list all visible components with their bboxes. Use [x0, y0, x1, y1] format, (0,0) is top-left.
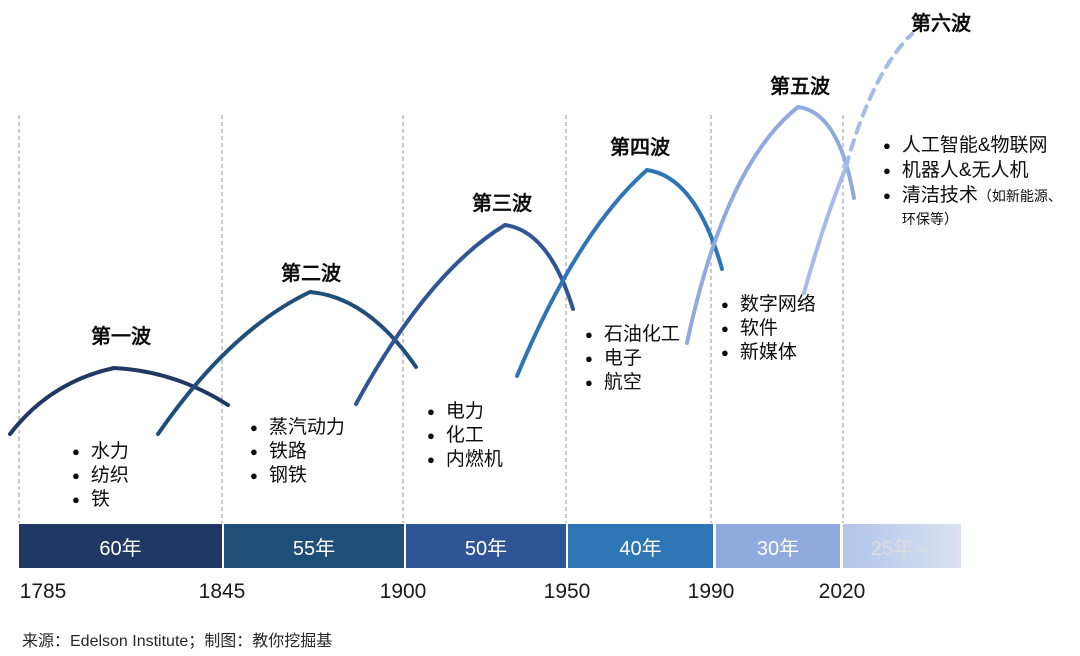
tech-label: 铁	[90, 489, 110, 510]
bullet-icon: ●	[72, 468, 80, 483]
bullet-icon: ●	[250, 444, 258, 459]
tech-label: 化工	[445, 425, 484, 446]
bullet-icon: ●	[427, 452, 435, 467]
bullet-icon: ●	[250, 468, 258, 483]
wave-1-curve	[8, 365, 230, 436]
tech-label: 铁路	[268, 441, 307, 462]
list-item: ● 航空	[585, 371, 680, 395]
list-item: ● 数字网络	[721, 293, 816, 317]
list-item: ● 蒸汽动力	[250, 416, 345, 440]
list-item: ● 水力	[72, 440, 129, 464]
list-item: ● 机器人&无人机	[883, 158, 1062, 183]
tech-label: 水力	[90, 441, 129, 462]
tech-label: 新媒体	[739, 342, 797, 363]
tech-label-main: 清洁技术	[901, 185, 978, 206]
bullet-icon: ●	[585, 327, 593, 342]
tech-label: 钢铁	[268, 465, 307, 486]
year-label-1990: 1990	[687, 580, 735, 603]
duration-bar-6: 25年→	[843, 524, 961, 568]
list-item: ● 内燃机	[427, 448, 503, 472]
wave-3-curve	[354, 222, 575, 406]
list-item: ● 电子	[585, 347, 680, 371]
year-label-1785: 1785	[19, 580, 67, 603]
tech-label-note-line2: 环保等）	[901, 211, 958, 227]
tech-label: 纺织	[90, 465, 129, 486]
tech-label: 蒸汽动力	[268, 417, 345, 438]
tech-label: 机器人&无人机	[901, 160, 1029, 181]
tech-label: 电力	[445, 401, 484, 422]
wave-1-label: 第一波	[91, 326, 151, 348]
bullet-icon: ●	[883, 138, 891, 153]
bullet-icon: ●	[427, 428, 435, 443]
wave-3-tech-list: ● 电力 ● 化工 ● 内燃机	[427, 400, 503, 472]
bullet-icon: ●	[883, 188, 891, 203]
list-item: ● 铁	[72, 488, 129, 512]
list-item: ● 化工	[427, 424, 503, 448]
wave-1-tech-list: ● 水力 ● 纺织 ● 铁	[72, 440, 129, 512]
list-item: ● 铁路	[250, 440, 345, 464]
year-label-1950: 1950	[543, 580, 591, 603]
wave-6-curve-solid	[802, 165, 848, 295]
duration-bar-4: 40年	[568, 524, 713, 568]
duration-label: 40年	[619, 537, 662, 560]
list-item: ● 清洁技术（如新能源、 环保等）	[883, 183, 1062, 230]
tech-label: 石油化工	[603, 324, 680, 345]
list-item: ● 电力	[427, 400, 503, 424]
wave-6-label: 第六波	[911, 13, 971, 35]
wave-2-label: 第二波	[281, 263, 341, 285]
wave-4-tech-list: ● 石油化工 ● 电子 ● 航空	[585, 323, 680, 395]
duration-bar-1: 60年	[19, 524, 222, 568]
wave-2-curve	[156, 289, 418, 436]
duration-bar-3: 50年	[406, 524, 566, 568]
wave-3-label: 第三波	[472, 193, 532, 215]
tech-label-note: （如新能源、	[977, 188, 1062, 204]
duration-label: 30年	[756, 537, 800, 560]
list-item: ● 软件	[721, 317, 816, 341]
wave-5-label: 第五波	[770, 76, 830, 98]
bullet-icon: ●	[721, 297, 729, 312]
list-item: ● 纺织	[72, 464, 129, 488]
bullet-icon: ●	[72, 492, 80, 507]
tech-label: 人工智能&物联网	[901, 135, 1048, 156]
list-item: ● 人工智能&物联网	[883, 133, 1062, 158]
wave-4-label: 第四波	[610, 137, 670, 159]
year-label-2020: 2020	[818, 580, 866, 603]
tech-label: 软件	[739, 318, 778, 339]
duration-label: 25年→	[870, 537, 934, 560]
list-item: ● 钢铁	[250, 464, 345, 488]
duration-bar-5: 30年	[716, 524, 840, 568]
source-note: 来源：Edelson Institute；制图：教你挖掘基	[22, 633, 333, 650]
list-item: ● 石油化工	[585, 323, 680, 347]
wave-4-curve	[515, 167, 724, 378]
bullet-icon: ●	[72, 444, 80, 459]
wave-6-curve-dashed	[844, 32, 914, 169]
wave-5-curve	[685, 104, 856, 345]
wave-2-tech-list: ● 蒸汽动力 ● 铁路 ● 钢铁	[250, 416, 345, 488]
bullet-icon: ●	[585, 375, 593, 390]
bullet-icon: ●	[721, 345, 729, 360]
year-label-1845: 1845	[198, 580, 246, 603]
tech-label: 清洁技术（如新能源、 环保等）	[902, 183, 1062, 230]
bullet-icon: ●	[427, 404, 435, 419]
tech-label: 航空	[603, 372, 642, 393]
tech-label: 数字网络	[739, 294, 816, 315]
tech-label: 内燃机	[445, 449, 503, 470]
list-item: ● 新媒体	[721, 341, 816, 365]
duration-label: 50年	[464, 537, 508, 560]
bullet-icon: ●	[883, 163, 891, 178]
duration-label: 60年	[99, 537, 142, 560]
duration-bar-2: 55年	[224, 524, 404, 568]
bullet-icon: ●	[721, 321, 729, 336]
year-label-1900: 1900	[379, 580, 427, 603]
wave-6-tech-list: ● 人工智能&物联网 ● 机器人&无人机 ● 清洁技术（如新能源、 环保等）	[883, 133, 1062, 230]
bullet-icon: ●	[585, 351, 593, 366]
tech-label: 电子	[603, 348, 642, 369]
bullet-icon: ●	[250, 420, 258, 435]
duration-label: 55年	[292, 537, 336, 560]
wave-5-tech-list: ● 数字网络 ● 软件 ● 新媒体	[721, 293, 816, 365]
